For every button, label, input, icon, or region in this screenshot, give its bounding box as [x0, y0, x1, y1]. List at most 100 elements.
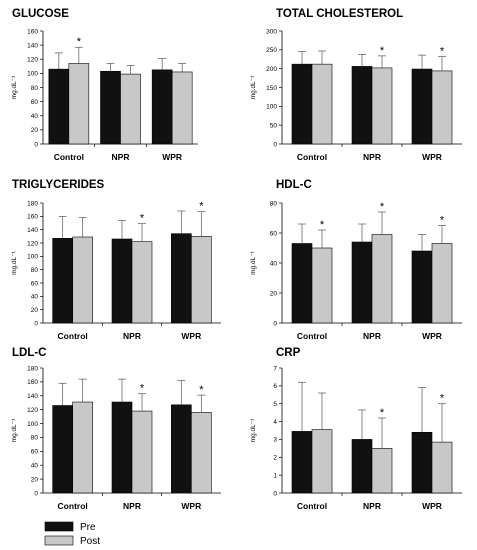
- category-label: NPR: [363, 501, 381, 511]
- chart-title: TOTAL CHOLESTEROL: [276, 8, 403, 20]
- significance-marker: *: [380, 45, 385, 57]
- significance-marker: *: [440, 393, 445, 405]
- y-tick-label: 1: [273, 472, 277, 479]
- legend-swatch-post: [44, 535, 74, 546]
- y-tick-label: 40: [31, 294, 39, 301]
- y-tick-label: 120: [27, 407, 38, 414]
- y-tick-label: 100: [27, 71, 38, 78]
- bar-pre: [48, 68, 70, 145]
- y-tick-label: 50: [270, 122, 278, 129]
- y-tick-label: 20: [31, 307, 39, 314]
- y-axis-label: mg.dL⁻¹: [11, 250, 18, 274]
- y-tick-label: 40: [31, 113, 39, 120]
- bar-post: [311, 247, 333, 324]
- category-label: WPR: [422, 501, 442, 511]
- y-tick-label: 0: [34, 141, 38, 148]
- y-tick-label: 20: [270, 290, 278, 297]
- bar-pre: [171, 404, 192, 494]
- y-tick-label: 80: [270, 200, 278, 207]
- y-tick-label: 60: [31, 99, 39, 106]
- chart-panel-1: GLUCOSE 0 20 40 60 80 100 120 140 160 mg.dL⁻¹ Contr…: [11, 8, 198, 162]
- category-label: NPR: [363, 152, 381, 162]
- chart-title: HDL-C: [276, 179, 312, 191]
- y-tick-label: 0: [273, 141, 277, 148]
- bar-post: [371, 67, 393, 145]
- y-tick-label: 20: [31, 476, 39, 483]
- significance-marker: *: [380, 407, 385, 419]
- chart-panel-4: HDL-C 0 20 40 60 80 mg.dL⁻¹ Control * NPR * WPR *: [250, 179, 462, 341]
- bar-post: [72, 401, 93, 494]
- y-tick-label: 140: [27, 393, 38, 400]
- bar-pre: [111, 238, 133, 324]
- y-tick-label: 5: [273, 401, 277, 408]
- significance-marker: *: [140, 383, 145, 395]
- bar-pre: [411, 431, 433, 494]
- bar-pre: [411, 250, 433, 324]
- chart-panel-6: CRP 0 1 2 3 4 5 6 7 mg.dL⁻¹ Control NPR * WPR *: [250, 347, 462, 511]
- y-axis-label: mg.dL⁻¹: [250, 75, 257, 99]
- category-label: NPR: [123, 501, 141, 511]
- y-tick-label: 0: [273, 320, 277, 327]
- category-label: Control: [54, 152, 84, 162]
- y-tick-label: 120: [27, 57, 38, 64]
- bar-pre: [351, 241, 373, 324]
- significance-marker: *: [440, 46, 445, 58]
- y-tick-label: 0: [273, 490, 277, 497]
- bar-pre: [111, 401, 133, 494]
- bar-pre: [291, 63, 313, 145]
- category-label: NPR: [112, 152, 130, 162]
- y-tick-label: 60: [270, 230, 278, 237]
- y-tick-label: 3: [273, 437, 277, 444]
- bar-post: [191, 412, 212, 494]
- y-tick-label: 60: [31, 280, 39, 287]
- y-tick-label: 100: [266, 104, 277, 111]
- bar-pre: [351, 439, 373, 494]
- category-label: Control: [58, 331, 88, 341]
- y-tick-label: 4: [273, 419, 277, 426]
- bar-post: [68, 63, 90, 145]
- bar-pre: [52, 405, 73, 494]
- bar-post: [131, 241, 153, 324]
- y-tick-label: 120: [27, 240, 38, 247]
- bar-post: [72, 236, 93, 324]
- category-label: WPR: [422, 331, 442, 341]
- bar-pre: [291, 431, 313, 494]
- category-label: WPR: [181, 501, 201, 511]
- legend-label-post: Post: [80, 536, 100, 547]
- y-tick-label: 150: [266, 85, 277, 92]
- y-tick-label: 40: [270, 260, 278, 267]
- y-tick-label: 80: [31, 85, 39, 92]
- bar-post: [431, 441, 453, 494]
- y-tick-label: 2: [273, 455, 277, 462]
- significance-marker: *: [140, 213, 145, 225]
- category-label: WPR: [422, 152, 442, 162]
- y-tick-label: 160: [27, 214, 38, 221]
- bar-post: [371, 234, 393, 324]
- y-tick-label: 180: [27, 365, 38, 372]
- significance-marker: *: [199, 384, 204, 396]
- bar-post: [431, 243, 453, 324]
- significance-marker: *: [199, 201, 204, 213]
- bar-post: [171, 71, 193, 145]
- chart-title: LDL-C: [12, 347, 47, 359]
- category-label: Control: [297, 152, 327, 162]
- significance-marker: *: [77, 36, 82, 48]
- category-label: Control: [297, 331, 327, 341]
- y-tick-label: 0: [34, 320, 38, 327]
- bar-post: [131, 410, 153, 494]
- category-label: Control: [297, 501, 327, 511]
- y-tick-label: 180: [27, 200, 38, 207]
- y-tick-label: 100: [27, 254, 38, 261]
- y-tick-label: 7: [273, 365, 277, 372]
- y-tick-label: 6: [273, 383, 277, 390]
- y-tick-label: 80: [31, 435, 39, 442]
- y-tick-label: 0: [34, 490, 38, 497]
- y-axis-label: mg.dL⁻¹: [11, 75, 18, 99]
- y-tick-label: 80: [31, 267, 39, 274]
- significance-marker: *: [440, 215, 445, 227]
- legend-label-pre: Pre: [80, 522, 96, 533]
- category-label: NPR: [363, 331, 381, 341]
- y-tick-label: 40: [31, 463, 39, 470]
- category-label: Control: [58, 501, 88, 511]
